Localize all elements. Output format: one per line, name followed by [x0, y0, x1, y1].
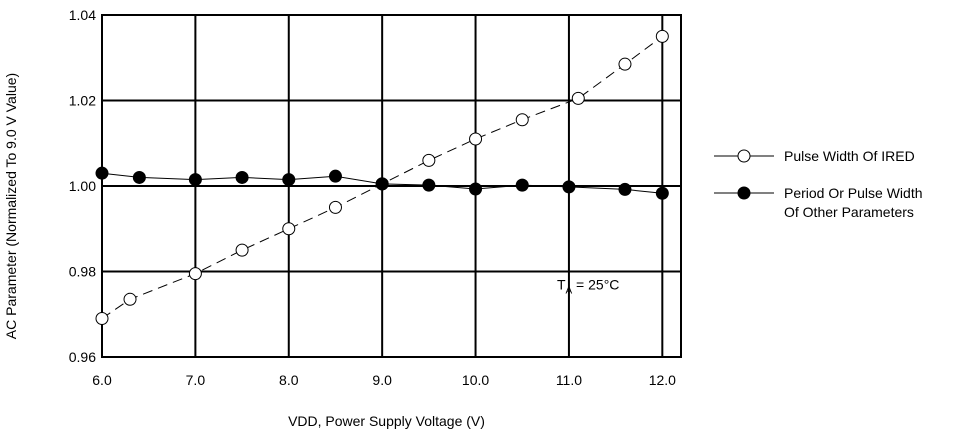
legend-item-2: Period Or Pulse Width Of Other Parameters [714, 185, 923, 220]
x-tick-label: 8.0 [279, 372, 299, 388]
legend-item-1: Pulse Width Of IRED [714, 148, 915, 164]
data-point [375, 177, 389, 191]
data-point [618, 182, 632, 196]
y-tick-label: 1.00 [69, 178, 96, 194]
legend: Pulse Width Of IRED Period Or Pulse Width… [714, 148, 923, 220]
data-point [571, 91, 585, 105]
x-tick-labels: 6.0 7.0 8.0 9.0 10.0 11.0 12.0 [92, 372, 676, 388]
series-2 [95, 166, 669, 200]
legend-label: Period Or Pulse Width Of Other Parameters [784, 185, 923, 220]
data-point [132, 170, 146, 184]
series-layer [95, 29, 669, 326]
legend-label: Pulse Width Of IRED [784, 148, 915, 164]
data-point [655, 29, 669, 43]
data-point [469, 182, 483, 196]
data-point [123, 292, 137, 306]
y-tick-label: 0.98 [69, 264, 96, 280]
data-point [188, 267, 202, 281]
x-tick-label: 6.0 [92, 372, 112, 388]
data-point [422, 153, 436, 167]
y-tick-label: 1.02 [69, 93, 96, 109]
data-point [328, 169, 342, 183]
x-tick-label: 7.0 [186, 372, 206, 388]
data-point [235, 243, 249, 257]
annotation-subscript: A [566, 285, 573, 296]
data-point [328, 200, 342, 214]
annotation-main: T [557, 276, 566, 292]
data-point [188, 173, 202, 187]
data-point [618, 57, 632, 71]
y-tick-labels: 0.96 0.98 1.00 1.02 1.04 [69, 7, 96, 365]
y-tick-label: 0.96 [69, 349, 96, 365]
data-point [655, 186, 669, 200]
data-point [282, 173, 296, 187]
data-point [95, 312, 109, 326]
legend-marker [737, 149, 751, 163]
x-axis-title: VDD, Power Supply Voltage (V) [288, 413, 485, 429]
data-point [469, 132, 483, 146]
data-point [95, 166, 109, 180]
plot-frame [101, 14, 682, 358]
data-point [422, 178, 436, 192]
x-tick-label: 10.0 [462, 372, 489, 388]
data-point [515, 178, 529, 192]
temperature-annotation: TA = 25°C [557, 276, 619, 296]
data-point [562, 180, 576, 194]
x-tick-label: 11.0 [556, 372, 582, 388]
data-point [515, 113, 529, 127]
x-tick-label: 12.0 [649, 372, 676, 388]
y-axis-title: AC Parameter (Normalized To 9.0 V Value) [3, 73, 19, 339]
data-point [282, 222, 296, 236]
data-point [235, 170, 249, 184]
annotation-rest: = 25°C [572, 276, 619, 292]
legend-marker [737, 186, 751, 200]
y-tick-label: 1.04 [69, 7, 96, 23]
x-tick-label: 9.0 [372, 372, 392, 388]
